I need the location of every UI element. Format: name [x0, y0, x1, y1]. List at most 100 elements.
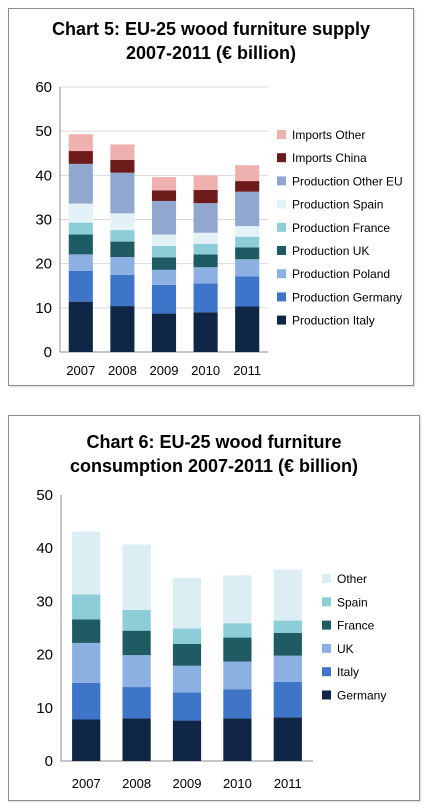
bar-segment: [68, 234, 93, 255]
bar-segment: [235, 226, 260, 237]
bar-segment: [122, 630, 151, 656]
bar-segment: [193, 283, 218, 313]
bar-segment: [110, 241, 135, 258]
bar-segment: [193, 203, 218, 233]
bar-segment: [110, 257, 135, 275]
bar-segment: [122, 718, 151, 761]
bar-segment: [172, 628, 202, 644]
bar-segment: [110, 230, 135, 242]
legend-label: Production Poland: [292, 267, 390, 281]
y-tick-label: 20: [36, 647, 53, 664]
bar-segment: [151, 177, 177, 191]
legend-label: Production Germany: [292, 290, 402, 304]
bar-segment: [273, 632, 302, 656]
legend-swatch: [322, 667, 331, 677]
y-tick-label: 50: [36, 487, 53, 504]
bar-segment: [193, 312, 218, 352]
chart-title: Chart 5: EU-25 wood furniture supply 200…: [9, 17, 413, 65]
y-tick-label: 30: [35, 212, 52, 229]
legend-label: Other: [337, 572, 367, 586]
bar-segment: [151, 284, 177, 314]
bar-segment: [72, 719, 101, 761]
legend-label: Production Spain: [292, 198, 383, 212]
bar-segment: [110, 159, 135, 173]
consumption-chart-plot: 0 10 20 30 40 50 2007 2008 2009 2010 2011 Other Spai…: [36, 487, 386, 791]
legend-swatch: [277, 130, 286, 139]
y-tick-label: 40: [35, 167, 52, 184]
bar-segment: [72, 642, 101, 683]
bar-segment: [68, 222, 93, 235]
legend-label: Imports Other: [292, 128, 365, 142]
legend-swatch: [322, 597, 331, 607]
x-tick-label: 2007: [72, 776, 101, 791]
x-tick-label: 2009: [150, 363, 179, 378]
bar-segment: [223, 689, 252, 719]
legend-swatch: [277, 199, 286, 209]
bar-segment: [172, 720, 202, 761]
bar-segment: [273, 569, 302, 621]
bar-segment: [193, 175, 218, 190]
bar-segment: [235, 247, 260, 260]
legend-swatch: [322, 690, 331, 700]
bar-segment: [151, 246, 177, 258]
y-tick-label: 10: [36, 700, 53, 717]
bar-segment: [122, 655, 151, 688]
bar-segment: [235, 191, 260, 227]
legend-swatch: [277, 153, 286, 163]
bar-segment: [193, 267, 218, 284]
bar-segment: [110, 213, 135, 231]
bar-segment: [151, 200, 177, 235]
bar-segment: [122, 609, 151, 631]
legend-label: Production Other EU: [292, 174, 403, 188]
bar-segment: [235, 306, 260, 352]
legend-label: Production UK: [292, 244, 369, 258]
bar-segment: [235, 236, 260, 248]
y-tick-label: 30: [36, 593, 53, 610]
y-tick-label: 50: [35, 123, 52, 140]
legend-label: Spain: [337, 595, 368, 609]
y-tick-label: 40: [36, 540, 53, 557]
bar-segment: [193, 243, 218, 255]
legend-label: UK: [337, 642, 354, 656]
bar-segment: [110, 172, 135, 214]
y-tick-label: 20: [35, 256, 52, 273]
legend-label: Imports China: [292, 151, 367, 165]
bar-segment: [151, 190, 177, 201]
bar-segment: [273, 620, 302, 633]
bar-segment: [72, 619, 101, 643]
bar-segment: [172, 692, 202, 721]
legend-label: Germany: [337, 689, 386, 703]
bar-segment: [172, 643, 202, 666]
bar-segment: [151, 257, 177, 270]
legend-label: Italy: [337, 665, 359, 679]
y-tick-label: 0: [45, 753, 53, 770]
bar-segment: [68, 163, 93, 204]
x-tick-label: 2008: [122, 776, 151, 791]
chart-title: Chart 6: EU-25 wood furniture consumptio…: [9, 430, 419, 478]
bar-segment: [68, 301, 93, 352]
bar-segment: [172, 577, 202, 629]
bar-segment: [273, 681, 302, 718]
legend-label: France: [337, 619, 375, 633]
legend-swatch: [277, 246, 286, 255]
legend-swatch: [277, 176, 286, 186]
x-tick-label: 2007: [66, 363, 95, 378]
bar-segment: [193, 232, 218, 244]
supply-chart-plot: 0 10 20 30 40 50 60 2007 2008 2009 2010 2011 Imports…: [35, 79, 403, 378]
legend-label: Production France: [292, 221, 390, 235]
bar-segment: [172, 665, 202, 693]
bar-segment: [151, 313, 177, 352]
bar-segment: [72, 594, 101, 620]
bar-segment: [273, 655, 302, 682]
legend-swatch: [277, 315, 286, 325]
x-tick-label: 2009: [173, 776, 202, 791]
bar-segment: [223, 575, 252, 624]
bar-segment: [68, 151, 93, 164]
y-tick-label: 60: [35, 79, 52, 96]
chart-title-line1: Chart 5: EU-25 wood furniture supply: [51, 19, 371, 39]
legend-swatch: [277, 292, 286, 302]
bar-segment: [110, 306, 135, 352]
legend-swatch: [322, 574, 331, 583]
bar-segment: [235, 165, 260, 182]
supply-chart-panel: Chart 5: EU-25 wood furniture supply 200…: [8, 8, 414, 386]
